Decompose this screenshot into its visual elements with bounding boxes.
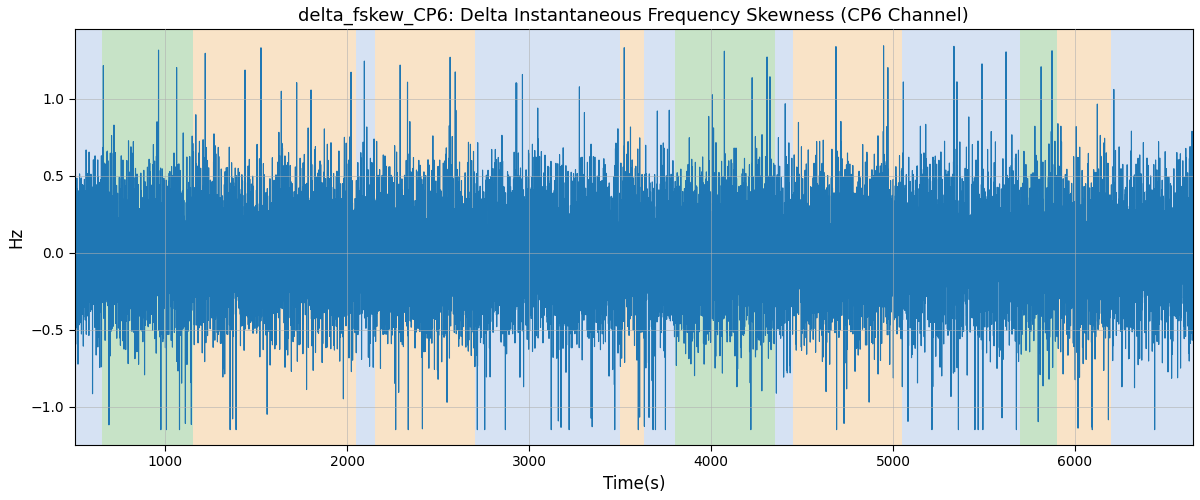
- Bar: [493, 30, 620, 445]
- Bar: [1057, 30, 1111, 445]
- Bar: [475, 30, 493, 445]
- Bar: [793, 30, 902, 445]
- Bar: [374, 30, 475, 445]
- Bar: [102, 30, 193, 445]
- Bar: [620, 30, 644, 445]
- Bar: [902, 30, 1020, 445]
- Bar: [1111, 30, 1193, 445]
- Bar: [644, 30, 674, 445]
- Bar: [1020, 30, 1057, 445]
- X-axis label: Time(s): Time(s): [602, 475, 665, 493]
- Bar: [356, 30, 374, 445]
- Bar: [193, 30, 356, 445]
- Bar: [674, 30, 775, 445]
- Title: delta_fskew_CP6: Delta Instantaneous Frequency Skewness (CP6 Channel): delta_fskew_CP6: Delta Instantaneous Fre…: [299, 7, 970, 25]
- Y-axis label: Hz: Hz: [7, 226, 25, 248]
- Bar: [74, 30, 102, 445]
- Bar: [775, 30, 793, 445]
